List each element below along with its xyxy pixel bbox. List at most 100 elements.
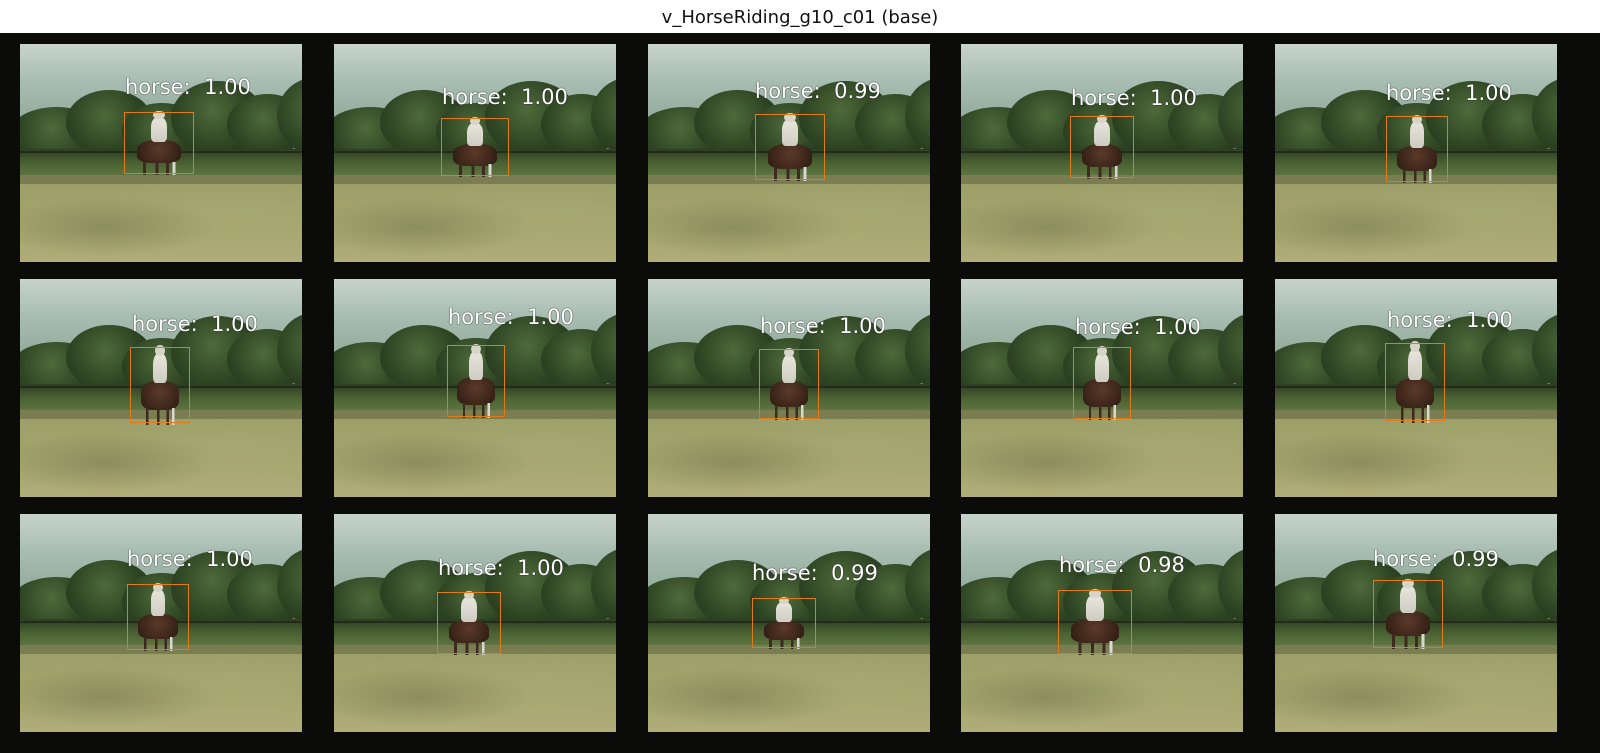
rider-torso bbox=[776, 602, 792, 622]
ground-shadow bbox=[20, 174, 302, 184]
video-frame: horse: 0.99 bbox=[648, 514, 930, 732]
rider-torso bbox=[466, 122, 484, 146]
rider-head bbox=[463, 590, 475, 600]
detection-box bbox=[752, 598, 816, 648]
rider-torso bbox=[469, 350, 483, 380]
arena-ground bbox=[648, 174, 930, 262]
video-frame: horse: 0.99 bbox=[1275, 514, 1557, 732]
horse-and-rider bbox=[437, 590, 501, 656]
horse-and-rider bbox=[752, 597, 816, 649]
horse-body bbox=[453, 144, 497, 167]
horse-body bbox=[769, 380, 809, 408]
video-frame: horse: 0.99 bbox=[648, 44, 930, 262]
arena-ground bbox=[648, 409, 930, 497]
detection-box bbox=[441, 118, 509, 176]
detection-box bbox=[1385, 343, 1445, 421]
horse-legs bbox=[1075, 641, 1115, 656]
detection-box bbox=[130, 347, 190, 423]
rider-head bbox=[784, 112, 796, 122]
detection-label: horse: 1.00 bbox=[127, 547, 253, 571]
horse-and-rider bbox=[130, 345, 190, 425]
horse-body bbox=[767, 143, 813, 169]
video-frame: horse: 1.00 bbox=[1275, 279, 1557, 497]
ground-shadow bbox=[334, 174, 616, 184]
rider-torso bbox=[150, 116, 168, 142]
horse-legs bbox=[767, 638, 801, 649]
rider-torso bbox=[1399, 585, 1417, 613]
horse-and-rider bbox=[1373, 578, 1443, 650]
horse-body bbox=[1071, 618, 1119, 644]
detection-label: horse: 0.99 bbox=[752, 561, 878, 585]
horse-legs bbox=[1085, 165, 1119, 180]
figure-title: v_HorseRiding_g10_c01 (base) bbox=[661, 7, 939, 28]
horse-and-rider bbox=[755, 112, 825, 182]
rider-torso bbox=[1407, 349, 1423, 381]
rider-head bbox=[153, 582, 163, 592]
horse-body bbox=[1395, 378, 1435, 408]
rider-torso bbox=[1094, 120, 1110, 146]
tree-line bbox=[648, 542, 930, 630]
rider-head bbox=[471, 343, 481, 354]
detection-label: horse: 1.00 bbox=[448, 305, 574, 329]
detection-label: horse: 0.99 bbox=[1373, 547, 1499, 571]
horse-and-rider bbox=[1073, 345, 1131, 421]
horse-legs bbox=[771, 166, 809, 182]
detection-label: horse: 1.00 bbox=[438, 556, 564, 580]
horse-and-rider bbox=[1070, 114, 1134, 180]
horse-and-rider bbox=[1385, 341, 1445, 423]
rider-torso bbox=[150, 589, 166, 616]
video-frame: horse: 1.00 bbox=[20, 514, 302, 732]
arena-ground bbox=[334, 174, 616, 262]
horse-legs bbox=[140, 161, 178, 176]
arena-ground bbox=[1275, 174, 1557, 262]
video-frame: horse: 1.00 bbox=[648, 279, 930, 497]
horse-and-rider bbox=[124, 110, 194, 176]
horse-body bbox=[136, 139, 182, 164]
horse-and-rider bbox=[447, 343, 505, 419]
horse-legs bbox=[141, 636, 175, 652]
detection-label: horse: 1.00 bbox=[1386, 81, 1512, 105]
video-frame: horse: 0.98 bbox=[961, 514, 1243, 732]
rider-torso bbox=[152, 353, 168, 384]
rider-torso bbox=[1095, 352, 1109, 382]
detection-box bbox=[127, 584, 189, 650]
rider-head bbox=[1096, 114, 1108, 124]
frame-grid: horse: 1.00 horse: 1.00 horse: 0.99 bbox=[0, 33, 1600, 753]
horse-legs bbox=[1399, 405, 1431, 423]
rider-torso bbox=[1409, 121, 1425, 148]
rider-head bbox=[1097, 345, 1107, 356]
rider-head bbox=[1089, 588, 1101, 598]
rider-head bbox=[1412, 114, 1422, 124]
rider-torso bbox=[781, 119, 799, 146]
rider-head bbox=[469, 116, 481, 125]
rider-head bbox=[1402, 578, 1414, 589]
rider-head bbox=[784, 347, 794, 358]
arena-ground bbox=[1275, 409, 1557, 497]
arena-ground bbox=[961, 174, 1243, 262]
detection-box bbox=[437, 592, 501, 654]
video-frame: horse: 1.00 bbox=[1275, 44, 1557, 262]
rider-head bbox=[153, 110, 165, 120]
detection-box bbox=[1073, 347, 1131, 419]
arena-ground bbox=[20, 644, 302, 732]
horse-legs bbox=[773, 405, 805, 421]
arena-ground bbox=[20, 174, 302, 262]
horse-legs bbox=[144, 407, 176, 425]
arena-ground bbox=[961, 644, 1243, 732]
horse-and-rider bbox=[127, 582, 189, 652]
rider-torso bbox=[461, 596, 477, 622]
detection-box bbox=[124, 112, 194, 174]
detection-label: horse: 1.00 bbox=[125, 75, 251, 99]
video-frame: horse: 1.00 bbox=[20, 279, 302, 497]
horse-body bbox=[138, 613, 178, 639]
video-frame: horse: 1.00 bbox=[334, 44, 616, 262]
rider-head bbox=[778, 597, 790, 604]
detection-label: horse: 1.00 bbox=[1071, 86, 1197, 110]
detection-label: horse: 1.00 bbox=[760, 314, 886, 338]
arena-ground bbox=[334, 644, 616, 732]
horse-body bbox=[448, 619, 490, 644]
detection-box bbox=[447, 345, 505, 417]
horse-body bbox=[140, 381, 180, 411]
arena-ground bbox=[648, 644, 930, 732]
